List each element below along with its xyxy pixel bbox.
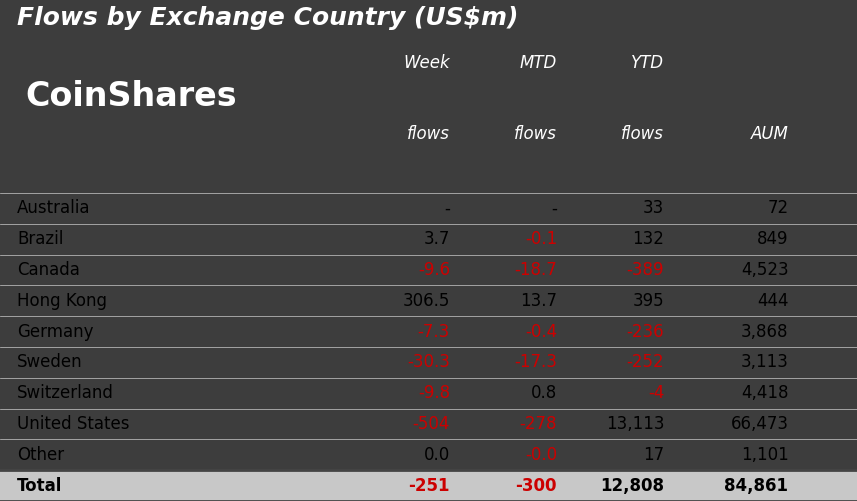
Text: -9.6: -9.6 [418,261,450,279]
Text: 3.7: 3.7 [423,230,450,248]
Text: 4,523: 4,523 [740,261,788,279]
Text: Australia: Australia [17,199,91,217]
Text: -300: -300 [516,476,557,494]
Text: Total: Total [17,476,63,494]
Text: 66,473: 66,473 [730,415,788,433]
Text: Brazil: Brazil [17,230,63,248]
Text: Switzerland: Switzerland [17,384,114,402]
Text: Flows by Exchange Country (US$m): Flows by Exchange Country (US$m) [17,6,518,30]
Text: -4: -4 [648,384,664,402]
Text: 0.8: 0.8 [530,384,557,402]
Text: flows: flows [514,125,557,143]
Text: -30.3: -30.3 [407,353,450,371]
Text: 306.5: 306.5 [403,292,450,310]
Text: -0.4: -0.4 [525,323,557,341]
Text: 3,113: 3,113 [740,353,788,371]
Text: -0.1: -0.1 [524,230,557,248]
Text: AUM: AUM [751,125,788,143]
Text: -389: -389 [626,261,664,279]
Text: United States: United States [17,415,129,433]
Text: YTD: YTD [631,54,664,72]
Text: 13,113: 13,113 [606,415,664,433]
Text: 1,101: 1,101 [740,446,788,464]
Text: -251: -251 [409,476,450,494]
Text: -: - [551,199,557,217]
Text: 12,808: 12,808 [600,476,664,494]
Text: -236: -236 [626,323,664,341]
Text: 849: 849 [757,230,788,248]
Text: 395: 395 [632,292,664,310]
Text: -: - [444,199,450,217]
Text: -278: -278 [519,415,557,433]
Text: flows: flows [407,125,450,143]
Bar [0,470,857,501]
Text: 33: 33 [643,199,664,217]
Text: -17.3: -17.3 [514,353,557,371]
Text: 132: 132 [632,230,664,248]
Text: 72: 72 [767,199,788,217]
Text: 17: 17 [643,446,664,464]
Text: -18.7: -18.7 [514,261,557,279]
Text: Germany: Germany [17,323,93,341]
Text: flows: flows [621,125,664,143]
Text: Other: Other [17,446,64,464]
Text: 4,418: 4,418 [741,384,788,402]
Text: -0.0: -0.0 [525,446,557,464]
Text: 13.7: 13.7 [520,292,557,310]
Text: -9.8: -9.8 [418,384,450,402]
Text: CoinShares: CoinShares [26,80,237,113]
Text: Sweden: Sweden [17,353,83,371]
Text: -252: -252 [626,353,664,371]
Text: 84,861: 84,861 [724,476,788,494]
Text: Hong Kong: Hong Kong [17,292,107,310]
Text: -7.3: -7.3 [417,323,450,341]
Text: 0.0: 0.0 [423,446,450,464]
Text: -504: -504 [412,415,450,433]
Text: Week: Week [404,54,450,72]
Text: 3,868: 3,868 [741,323,788,341]
Text: MTD: MTD [520,54,557,72]
Text: 444: 444 [757,292,788,310]
Text: Canada: Canada [17,261,80,279]
